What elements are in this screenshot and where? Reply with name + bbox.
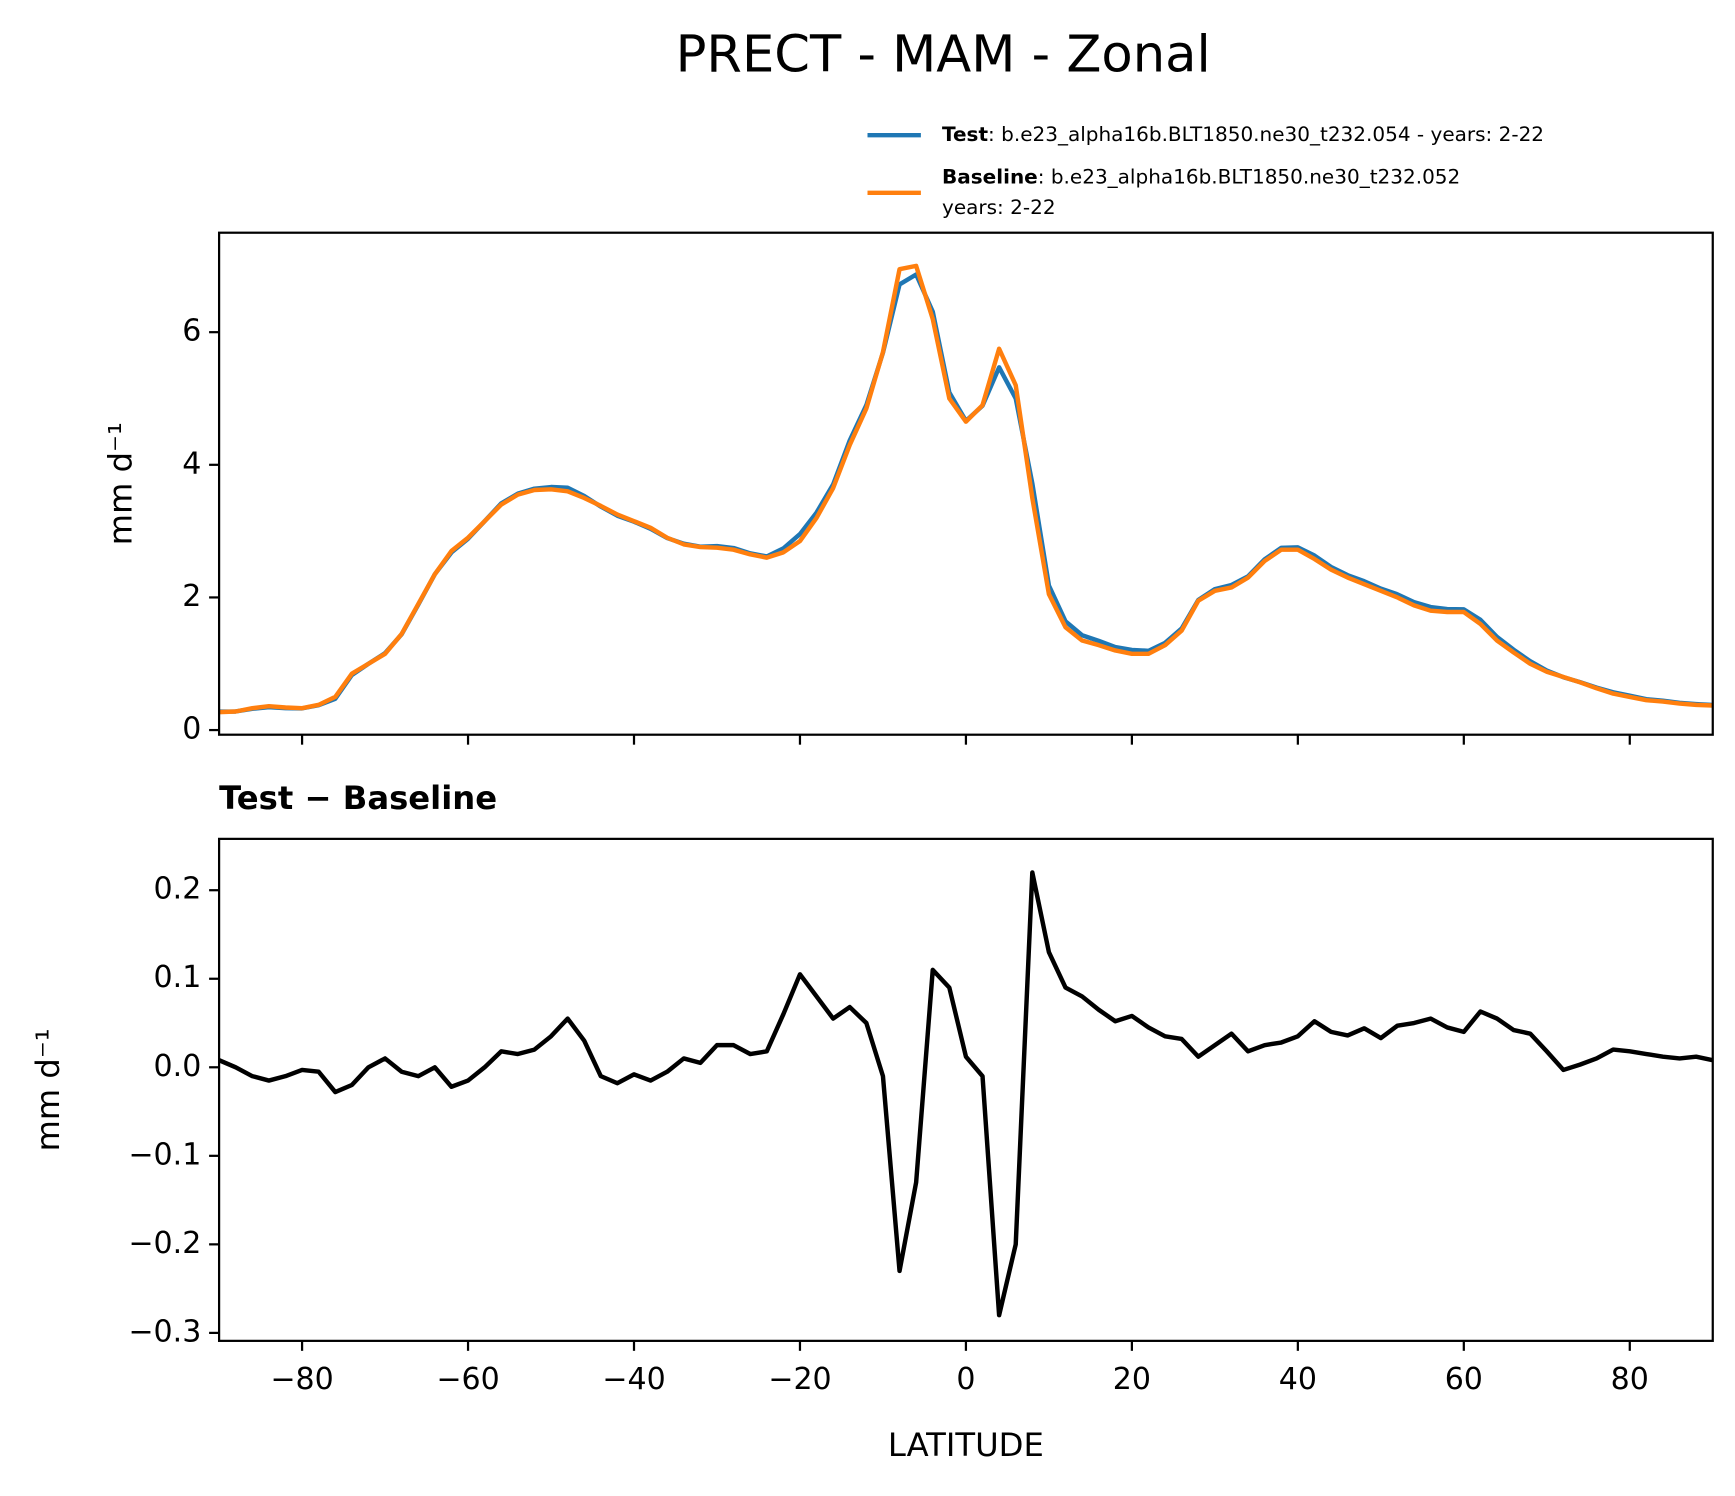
plot-frame [217,231,1714,736]
plot-area [219,263,1713,715]
y-tick-label: 0.1 [154,960,202,995]
y-tick-label: 2 [182,579,201,614]
y-tick-label: 4 [182,446,201,481]
x-axis-label: LATITUDE [888,1426,1044,1464]
y-tick-label: 6 [182,314,201,349]
legend-name: Baseline [942,164,1038,188]
legend-name: Test [942,122,988,146]
data-line [219,272,1713,714]
legend-case-line: years: 2-22 [942,195,1056,219]
y-tick-label: 0.2 [154,872,202,907]
plot-area [219,870,1713,1318]
figure-title: PRECT - MAM - Zonal [676,26,1211,85]
x-tick-label: 40 [1279,1362,1317,1397]
legend-label: Baseline: b.e23_alpha16b.BLT1850.ne30_t2… [942,164,1460,188]
y-tick-label: 0.0 [154,1049,202,1084]
legend-case: : b.e23_alpha16b.BLT1850.ne30_t232.052 [1038,164,1461,188]
data-line [219,870,1713,1318]
x-tick-label: 0 [956,1362,975,1397]
data-line [219,263,1713,715]
y-tick-label: −0.1 [128,1137,201,1172]
y-tick-label: 0 [182,712,201,747]
x-tick-label: 80 [1611,1362,1649,1397]
legend-case: : b.e23_alpha16b.BLT1850.ne30_t232.054 -… [988,122,1544,146]
x-tick-label: 60 [1445,1362,1483,1397]
x-tick-label: 20 [1113,1362,1151,1397]
x-tick-label: −80 [270,1362,333,1397]
x-tick-label: −40 [602,1362,665,1397]
y-axis-label: mm d⁻¹ [101,422,139,545]
plot-frame [217,837,1714,1342]
y-tick-label: −0.3 [128,1314,201,1349]
y-axis-label: mm d⁻¹ [29,1028,67,1151]
x-tick-label: −60 [436,1362,499,1397]
legend-label: Test: b.e23_alpha16b.BLT1850.ne30_t232.0… [942,122,1544,146]
y-tick-label: −0.2 [128,1226,201,1261]
chart-title: Test − Baseline [219,779,497,817]
x-tick-label: −20 [768,1362,831,1397]
